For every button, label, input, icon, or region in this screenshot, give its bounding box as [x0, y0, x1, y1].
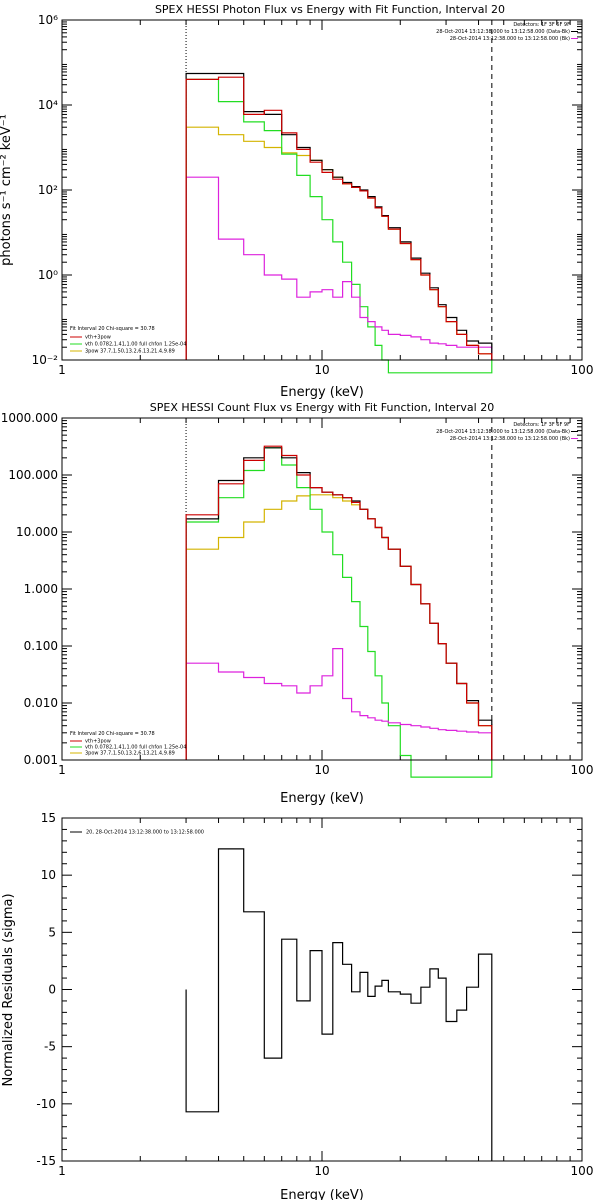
legend-vth-3pow-2: vth+3pow — [85, 739, 111, 745]
y-tick-label: 10² — [38, 183, 58, 197]
y-tick-label: 5 — [48, 925, 56, 939]
legend-detectors-2: Detectors: 1F 3F 6F 9F — [513, 422, 570, 428]
count-flux-legend-top-right: Detectors: 1F 3F 6F 9F 28-Oct-2014 13:12… — [436, 422, 578, 442]
y-tick-label: 10⁻² — [32, 353, 59, 367]
series-3pow-line — [185, 126, 493, 360]
legend-fit-interval: Fit Interval 20 Chi-square = 30.78 — [70, 326, 155, 332]
x-tick-label: 1 — [58, 763, 66, 777]
series-bk-line — [185, 648, 493, 760]
photon-flux-x-label: Energy (keV) — [280, 385, 364, 400]
y-tick-label: 10⁶ — [38, 13, 58, 27]
series-vth-3pow-line — [185, 76, 493, 360]
x-tick-label: 100 — [571, 1164, 594, 1178]
x-tick-label: 10 — [314, 363, 329, 377]
x-tick-label: 1 — [58, 1164, 66, 1178]
photon-flux-frame — [61, 19, 583, 361]
photon-flux-legend-top-right: Detectors: 1F 3F 6F 9F 28-Oct-2014 13:12… — [436, 22, 578, 42]
y-tick-label: -5 — [44, 1040, 56, 1054]
photon-flux-panel: SPEX HESSI Photon Flux vs Energy with Fi… — [0, 3, 593, 400]
legend-data-bk-2: 28-Oct-2014 13:12:38.000 to 13:12:58.000… — [436, 429, 570, 435]
legend-fit-interval-2: Fit Interval 20 Chi-square = 30.78 — [70, 731, 155, 737]
y-tick-label: -10 — [36, 1097, 56, 1111]
legend-data-bk: 28-Oct-2014 13:12:38.000 to 13:12:58.000… — [436, 29, 570, 35]
residuals-legend-text: 20, 28-Oct-2014 13:12:38.000 to 13:12:58… — [86, 830, 204, 836]
x-tick-label: 1 — [58, 363, 66, 377]
y-tick-label: 0.010 — [24, 696, 58, 710]
x-tick-label: 100 — [571, 763, 594, 777]
y-tick-label: 10 — [41, 868, 56, 882]
legend-detectors: Detectors: 1F 3F 6F 9F — [513, 22, 570, 28]
series-vth-3pow-line — [185, 445, 493, 760]
y-tick-label: -15 — [36, 1154, 56, 1168]
x-tick-label: 10 — [314, 763, 329, 777]
y-tick-label: 0.001 — [24, 753, 58, 767]
count-flux-panel: SPEX HESSI Count Flux vs Energy with Fit… — [1, 401, 594, 806]
series-residuals-line — [185, 848, 493, 1161]
legend-vth-3pow: vth+3pow — [85, 335, 111, 341]
residuals-panel: Energy (keV) Normalized Residuals (sigma… — [1, 811, 594, 1203]
count-flux-title: SPEX HESSI Count Flux vs Energy with Fit… — [150, 401, 494, 414]
x-tick-label: 10 — [314, 1164, 329, 1178]
x-tick-label: 100 — [571, 363, 594, 377]
photon-flux-legend-bottom-left: Fit Interval 20 Chi-square = 30.78 vth+3… — [70, 326, 186, 355]
y-tick-label: 100.000 — [8, 468, 58, 482]
legend-3pow-2: 3pow 37.7,1.50,13.2,6.13,21.4,9.89 — [85, 751, 175, 757]
series-bk-line — [185, 176, 493, 360]
y-tick-label: 1.000 — [24, 582, 58, 596]
photon-flux-y-label: photons s⁻¹ cm⁻² keV⁻¹ — [0, 114, 14, 266]
y-tick-label: 0 — [48, 983, 56, 997]
residuals-frame — [61, 817, 583, 1162]
y-tick-label: 15 — [41, 811, 56, 825]
y-tick-label: 10⁰ — [38, 268, 58, 282]
legend-3pow: 3pow 37.7,1.50,13.2,6.13,21.4,9.89 — [85, 349, 175, 355]
legend-bk: 28-Oct-2014 13:12:38.000 to 13:12:58.000… — [450, 36, 570, 42]
residuals-legend: 20, 28-Oct-2014 13:12:38.000 to 13:12:58… — [70, 830, 204, 836]
residuals-x-label: Energy (keV) — [280, 1188, 364, 1200]
y-tick-label: 1000.000 — [1, 411, 58, 425]
photon-flux-title: SPEX HESSI Photon Flux vs Energy with Fi… — [155, 3, 505, 16]
legend-bk-2: 28-Oct-2014 13:12:38.000 to 13:12:58.000… — [450, 436, 570, 442]
series-vth-line — [185, 78, 493, 374]
count-flux-frame — [61, 417, 583, 761]
count-flux-x-label: Energy (keV) — [280, 791, 364, 806]
series-3pow-line — [185, 494, 493, 760]
y-tick-label: 0.100 — [24, 639, 58, 653]
y-tick-label: 10.000 — [16, 525, 58, 539]
legend-vth-2: vth 0.0782,1.41,1.00 full chfon 1.25e-04 — [85, 745, 186, 751]
residuals-y-label: Normalized Residuals (sigma) — [1, 893, 16, 1086]
y-tick-label: 10⁴ — [38, 98, 58, 112]
legend-vth: vth 0.0782,1.41,1.00 full chfon 1.25e-04 — [85, 342, 186, 348]
count-flux-legend-bottom-left: Fit Interval 20 Chi-square = 30.78 vth+3… — [70, 731, 186, 757]
